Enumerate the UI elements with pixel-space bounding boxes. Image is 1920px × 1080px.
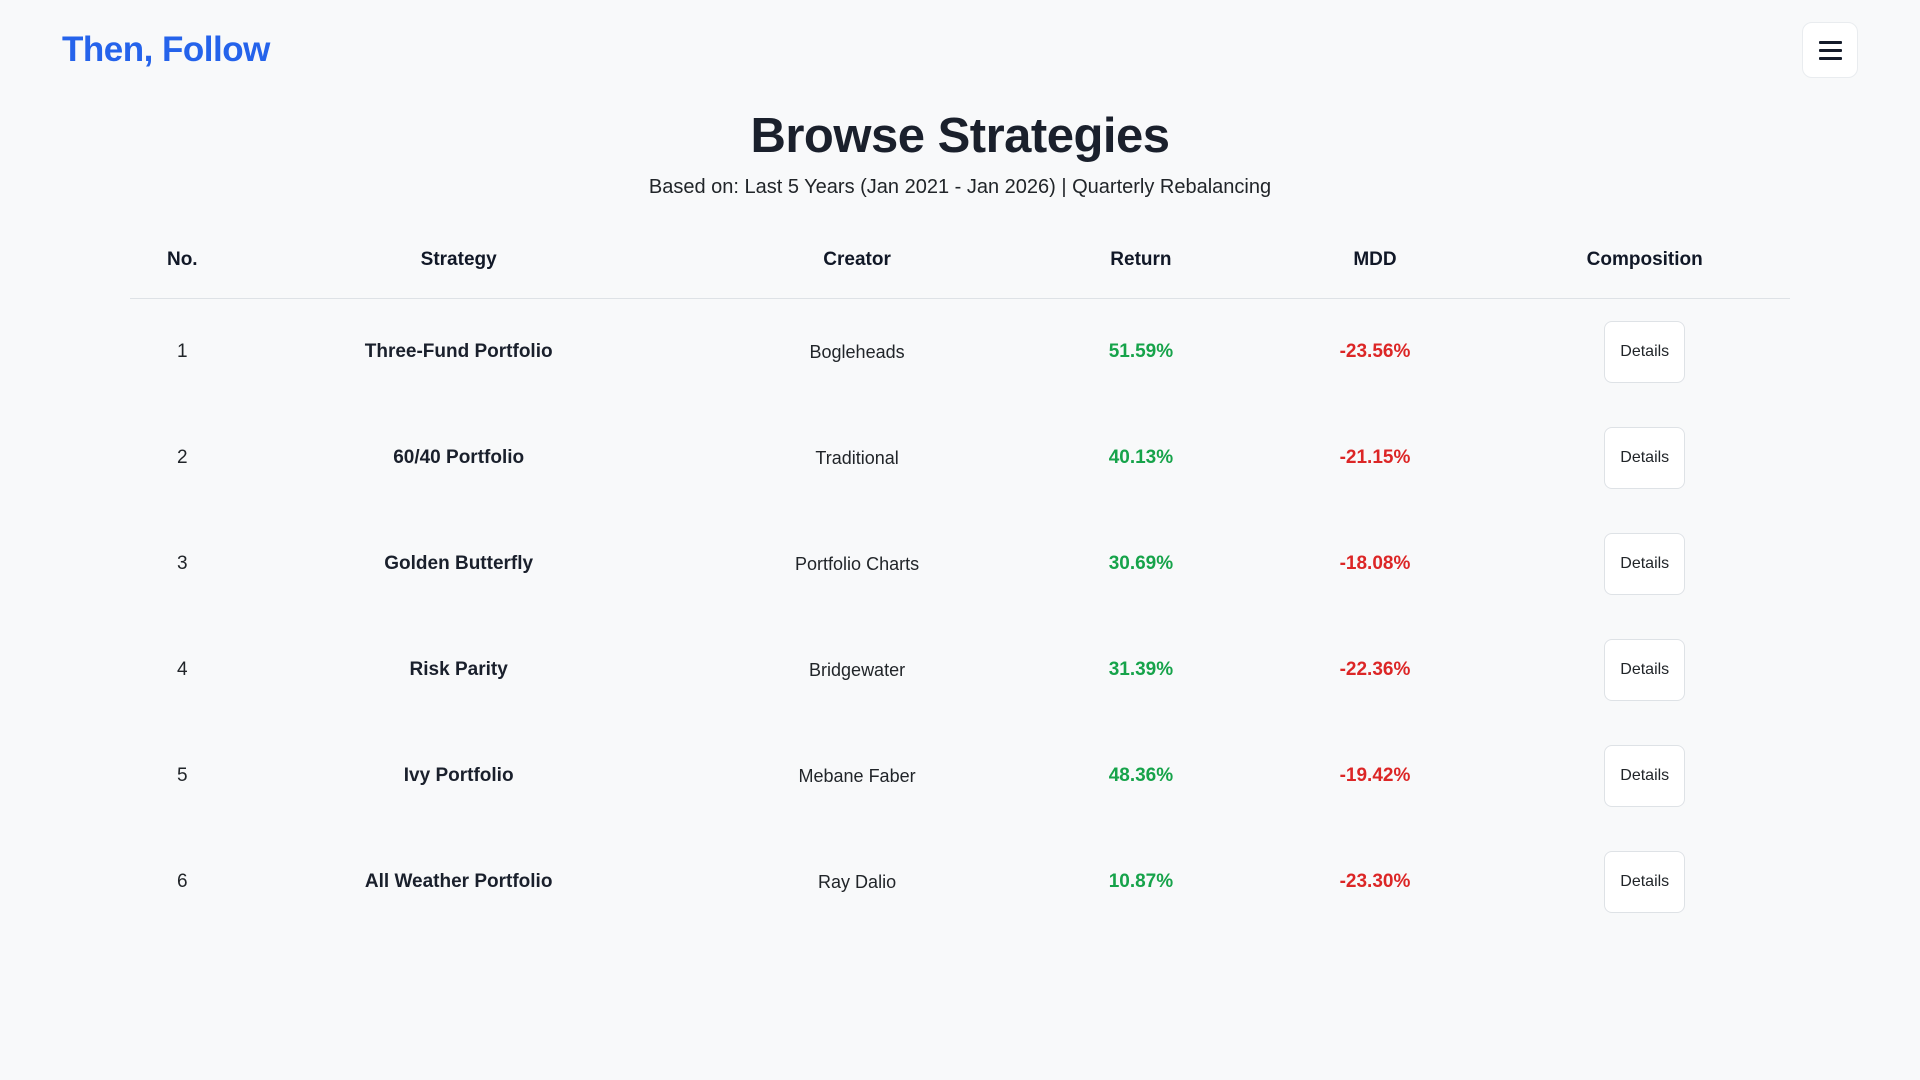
strategy-name: Three-Fund Portfolio <box>364 341 553 362</box>
mdd-value: -23.56% <box>1339 341 1411 362</box>
top-bar: Then, Follow <box>0 0 1920 78</box>
column-header-no: No. <box>166 249 198 270</box>
mdd-value: -19.42% <box>1339 765 1411 786</box>
details-button[interactable]: Details <box>1604 851 1686 913</box>
row-number: 1 <box>177 341 188 362</box>
strategy-name: Risk Parity <box>409 659 508 680</box>
strategy-name: Ivy Portfolio <box>403 765 514 786</box>
strategy-name: All Weather Portfolio <box>364 871 553 892</box>
table-header-row: No. Strategy Creator Return MDD Composit… <box>130 249 1790 299</box>
row-number: 3 <box>177 553 188 574</box>
details-button[interactable]: Details <box>1604 639 1686 701</box>
page-title: Browse Strategies <box>750 109 1170 163</box>
row-number: 2 <box>177 447 188 468</box>
details-button[interactable]: Details <box>1604 427 1686 489</box>
creator-name: Bridgewater <box>809 659 906 680</box>
return-value: 51.59% <box>1108 341 1174 362</box>
row-number: 5 <box>177 765 188 786</box>
menu-button[interactable] <box>1802 22 1858 78</box>
return-value: 10.87% <box>1108 871 1174 892</box>
column-header-strategy: Strategy <box>420 249 497 270</box>
table-row: 3 Golden Butterfly Portfolio Charts 30.6… <box>130 511 1790 617</box>
row-number: 4 <box>177 659 188 680</box>
creator-name: Bogleheads <box>809 341 905 362</box>
page-subtitle: Based on: Last 5 Years (Jan 2021 - Jan 2… <box>648 176 1272 198</box>
row-number: 6 <box>177 871 188 892</box>
return-value: 30.69% <box>1108 553 1174 574</box>
hamburger-icon <box>1818 56 1842 60</box>
creator-name: Traditional <box>815 447 899 468</box>
hamburger-icon <box>1818 40 1842 44</box>
main-content: Browse Strategies Based on: Last 5 Years… <box>0 108 1920 935</box>
return-value: 40.13% <box>1108 447 1174 468</box>
table-row: 4 Risk Parity Bridgewater 31.39% -22.36%… <box>130 617 1790 723</box>
details-button[interactable]: Details <box>1604 321 1686 383</box>
creator-name: Portfolio Charts <box>795 553 920 574</box>
return-value: 48.36% <box>1108 765 1174 786</box>
mdd-value: -21.15% <box>1339 447 1411 468</box>
column-header-mdd: MDD <box>1353 249 1397 270</box>
details-button[interactable]: Details <box>1604 745 1686 807</box>
mdd-value: -18.08% <box>1339 553 1411 574</box>
table-row: 6 All Weather Portfolio Ray Dalio 10.87%… <box>130 829 1790 935</box>
column-header-creator: Creator <box>823 249 891 270</box>
table-row: 1 Three-Fund Portfolio Bogleheads 51.59%… <box>130 299 1790 405</box>
strategy-name: Golden Butterfly <box>384 553 534 574</box>
mdd-value: -22.36% <box>1339 659 1411 680</box>
table-row: 2 60/40 Portfolio Traditional 40.13% -21… <box>130 405 1790 511</box>
creator-name: Mebane Faber <box>798 765 916 786</box>
column-header-return: Return <box>1110 249 1172 270</box>
details-button[interactable]: Details <box>1604 533 1686 595</box>
app-logo[interactable]: Then, Follow <box>62 30 270 69</box>
column-header-composition: Composition <box>1586 249 1703 270</box>
table-body: 1 Three-Fund Portfolio Bogleheads 51.59%… <box>130 299 1790 935</box>
mdd-value: -23.30% <box>1339 871 1411 892</box>
creator-name: Ray Dalio <box>818 871 897 892</box>
table-row: 5 Ivy Portfolio Mebane Faber 48.36% -19.… <box>130 723 1790 829</box>
return-value: 31.39% <box>1108 659 1174 680</box>
strategies-table: No. Strategy Creator Return MDD Composit… <box>130 249 1790 935</box>
hamburger-icon <box>1818 48 1842 52</box>
strategy-name: 60/40 Portfolio <box>393 447 525 468</box>
